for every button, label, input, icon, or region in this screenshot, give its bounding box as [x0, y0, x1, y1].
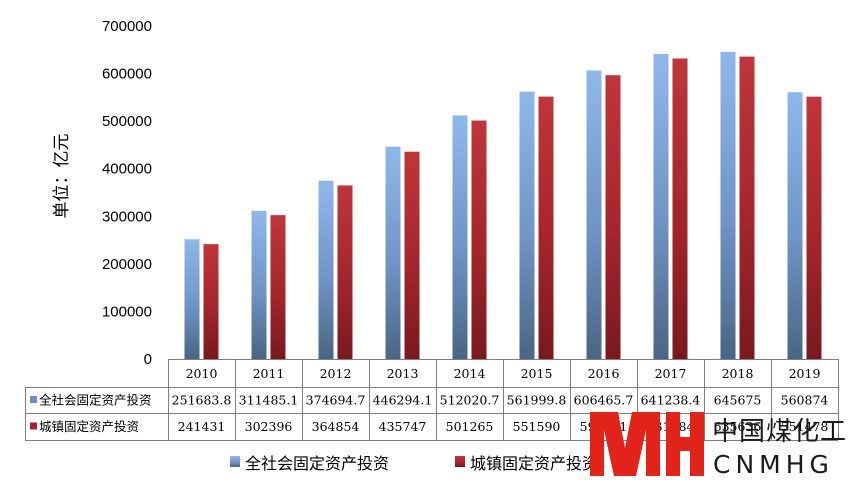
- bar-urban-2014: [471, 120, 487, 359]
- y-tick-label: 100000: [102, 303, 152, 320]
- bar-urban-2013: [404, 151, 420, 359]
- y-tick-label: 200000: [102, 256, 152, 273]
- bar-urban-2015: [538, 96, 554, 359]
- x-tick-label: 2014: [454, 366, 486, 381]
- y-axis-ticks: 0 100000 200000 300000 400000 500000 600000 700…: [102, 18, 152, 368]
- bar-total-2012: [318, 180, 334, 359]
- data-label: 606465.7: [574, 393, 634, 408]
- bar-urban-2016: [605, 75, 621, 359]
- data-label: 645675: [714, 393, 762, 408]
- legend-label: 全社会固定资产投资: [245, 454, 389, 473]
- data-table: 2010 2011 2012 2013 2014 2015 2016 2017 2018 2019…: [25, 359, 839, 441]
- watermark-logo-mark: [590, 412, 704, 476]
- watermark-en: CNMHG: [713, 450, 834, 479]
- bar-urban-2012: [337, 185, 353, 359]
- bar-total-2011: [251, 210, 267, 359]
- watermark: 中国煤化工 CNMHG: [590, 412, 847, 479]
- x-tick-label: 2017: [655, 366, 687, 381]
- bar-total-2015: [519, 91, 535, 359]
- data-label: 512020.7: [440, 393, 500, 408]
- data-label: 551478: [781, 419, 829, 434]
- y-tick-label: 400000: [102, 161, 152, 178]
- bar-total-2014: [452, 115, 468, 359]
- x-tick-label: 2010: [186, 366, 218, 381]
- legend-swatch: [230, 456, 240, 467]
- bars: [184, 51, 822, 360]
- table-series-swatch: [30, 396, 37, 403]
- data-label: 561999.8: [507, 393, 567, 408]
- watermark-cn: 中国煤化工: [712, 417, 847, 447]
- bar-urban-2010: [203, 244, 219, 359]
- data-label: 251683.8: [172, 393, 232, 408]
- legend-swatch: [455, 456, 465, 467]
- data-label: 435747: [379, 419, 427, 434]
- bar-urban-2011: [270, 215, 286, 359]
- table-series-name: 城镇固定资产投资: [39, 419, 139, 434]
- bar-total-2019: [787, 92, 803, 359]
- bar-urban-2019: [806, 96, 822, 359]
- bar-total-2013: [385, 146, 401, 359]
- x-tick-label: 2016: [588, 366, 620, 381]
- x-tick-label: 2019: [789, 366, 821, 381]
- data-label: 364854: [312, 419, 360, 434]
- bar-total-2017: [653, 53, 669, 359]
- data-label: 551590: [513, 419, 561, 434]
- y-axis-label: 单位：亿元: [52, 134, 72, 219]
- data-label: 302396: [245, 419, 293, 434]
- data-label: 241431: [178, 419, 226, 434]
- bar-urban-2018: [739, 56, 755, 360]
- x-tick-label: 2012: [320, 366, 352, 381]
- table-series-name: 全社会固定资产投资: [39, 393, 152, 408]
- y-tick-label: 500000: [102, 113, 152, 130]
- data-label: 501265: [446, 419, 494, 434]
- x-tick-label: 2018: [722, 366, 754, 381]
- bar-total-2010: [184, 239, 200, 359]
- data-label: 560874: [781, 393, 829, 408]
- data-label: 311485.1: [239, 393, 299, 408]
- data-label: 641238.4: [641, 393, 701, 408]
- bar-urban-2017: [672, 58, 688, 359]
- legend-label: 城镇固定资产投资: [470, 454, 598, 473]
- x-tick-label: 2011: [253, 366, 285, 381]
- bar-total-2018: [720, 51, 736, 360]
- bar-total-2016: [586, 70, 602, 359]
- data-label: 635636: [714, 419, 762, 434]
- data-label: 446294.1: [373, 393, 433, 408]
- y-tick-label: 0: [144, 351, 152, 368]
- table-series-swatch: [30, 422, 37, 430]
- x-tick-label: 2015: [521, 366, 553, 381]
- y-tick-label: 600000: [102, 66, 152, 83]
- legend: 全社会固定资产投资 城镇固定资产投资: [230, 454, 598, 473]
- x-tick-label: 2013: [387, 366, 419, 381]
- data-label: 374694.7: [306, 393, 366, 408]
- y-tick-label: 700000: [102, 18, 152, 35]
- y-tick-label: 300000: [102, 208, 152, 225]
